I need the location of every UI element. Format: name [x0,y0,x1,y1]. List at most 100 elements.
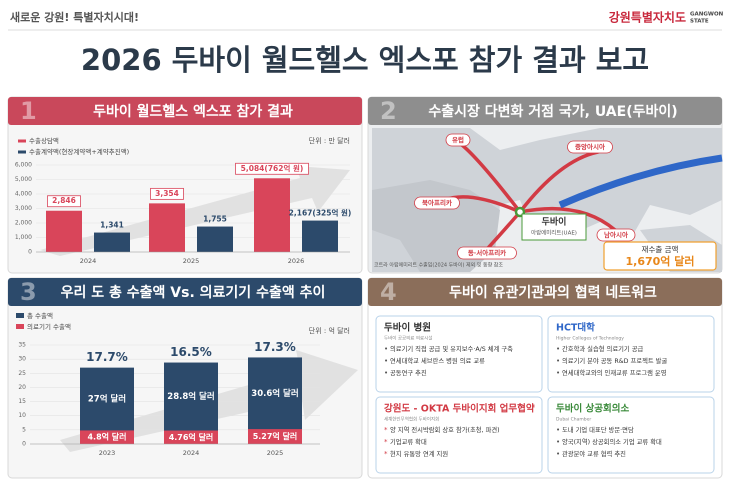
y-tick-label: 6,000 [15,162,32,169]
card-item: 도내 기업 대표단 방문·면담 [562,425,634,434]
card-item: 양국(지역) 상공회의소 기업 교류 확대 [562,437,662,446]
card-item: 관광분야 교류 협력 추진 [562,449,626,458]
panel-header [368,278,722,306]
panel-header [8,97,362,125]
panel-number: 4 [380,278,397,306]
hub-sub: 아랍에미리트(UAE) [531,229,577,237]
legend-swatch [16,313,24,318]
bullet: • [556,426,560,434]
bullet: • [556,357,560,365]
share-label: 16.5% [170,345,212,359]
panel-number: 1 [20,97,37,125]
card-title: 강원도 - OKTA 두바이지회 업무협약 [384,403,535,415]
share-label: 17.7% [86,350,128,364]
card-item: 공동연구 추진 [390,368,427,377]
card-subtitle: 두바이 공공의료 의료시설 [384,335,432,342]
unit-label: 단위 : 만 달러 [309,136,350,145]
value-label: 3,354 [155,189,179,198]
x-tick-label: 2026 [288,257,305,265]
x-tick-label: 2023 [99,449,116,457]
card [375,396,543,474]
x-tick-label: 2025 [183,257,200,265]
tagline: 새로운 강원! 특별자치시대! [10,10,139,24]
bullet: • [556,450,560,458]
card [375,315,543,393]
panel-title: 두바이 월드헬스 엑스포 참가 결과 [93,103,293,120]
x-tick-label: 2025 [267,449,284,457]
route-arrow [518,150,600,214]
y-tick-label: 5 [22,426,26,433]
region-pill [567,140,613,154]
panel-number: 2 [380,97,397,125]
card-item: 의료기기 직접 공급 및 유지보수·A/S 체계 구축 [390,344,513,353]
bullet: • [384,345,388,353]
panel-header [368,97,722,125]
region-pill [445,133,471,147]
card-title: 두바이 병원 [384,322,431,334]
inbound-arrow [558,154,723,209]
region-pill [596,228,636,242]
bar [302,220,338,252]
value-label-box [47,195,81,208]
bar [254,178,290,252]
value-label: 1,755 [203,215,227,224]
value-label: 30.6억 달러 [251,388,298,399]
y-tick-label: 5,000 [15,176,32,183]
panel-title: 우리 도 총 수출액 Vs. 의료기기 수출액 추이 [61,284,326,301]
bar [149,203,185,252]
route-arrow [460,143,522,214]
y-tick-label: 4,000 [15,191,32,198]
y-tick-label: 1,000 [15,234,32,241]
bullet: • [384,369,388,377]
bar [164,362,218,444]
card [547,315,715,393]
value-label-box [235,162,309,175]
card-title: 두바이 상공회의소 [556,403,629,415]
y-tick-label: 20 [18,384,26,391]
bar [164,430,218,444]
legend-label: 총 수출액 [27,311,53,320]
card-item: 현지 유통망 연계 지원 [390,449,448,458]
bar [94,232,130,252]
legend-swatch [16,324,24,329]
y-tick-label: 15 [18,398,26,405]
bullet: • [556,438,560,446]
y-tick-label: 25 [18,370,26,377]
bar [80,430,134,444]
stat-label: 재수출 금액 [642,244,679,254]
bullet: * [384,426,388,434]
panel-title: 수출시장 다변화 거점 국가, UAE(두바이) [428,103,677,120]
region-label: 남아시아 [604,230,628,239]
bullet: • [384,357,388,365]
value-label: 27억 달러 [88,394,126,405]
legend-label: 수출계약액(현장계약액+계약추진액) [29,147,129,156]
legend-label: 수출상담액 [29,136,59,145]
panel-title: 두바이 유관기관과의 협력 네트워크 [449,284,657,301]
y-tick-label: 3,000 [15,205,32,212]
y-tick-label: 10 [18,412,26,419]
card-item: 양 지역 전시박람회 상호 참가(초청, 파견) [390,425,500,434]
legend-label: 의료기기 수출액 [27,322,71,331]
region-label: 유럽 [452,135,464,144]
x-tick-label: 2024 [183,449,200,457]
panel-number: 3 [20,278,37,306]
stat-value: 1,670억 달러 [626,254,695,268]
card-item: 간호학과 실습형 의료기기 공급 [562,344,644,353]
stat-box [603,241,717,271]
region-pill [457,246,517,260]
bar [197,226,233,252]
bullet: • [556,345,560,353]
card-item: 의료기기 분야 공동 R&D 프로젝트 발굴 [562,356,667,365]
logo-en: STATE [690,19,709,25]
card-subtitle: 세계한인무역협회 두바이지회 [384,416,439,423]
card-item: 연세대학교 세브란스 병원 의료 교류 [390,356,485,365]
route-arrow [518,206,617,232]
value-label: 28.8억 달러 [167,391,214,402]
bullet: • [556,369,560,377]
value-label: 4.8억 달러 [87,432,126,442]
region-label: 동·서아프리카 [468,248,506,257]
value-label: 4.76억 달러 [169,432,214,442]
x-tick-label: 2024 [80,257,97,265]
bullet: * [384,450,388,458]
